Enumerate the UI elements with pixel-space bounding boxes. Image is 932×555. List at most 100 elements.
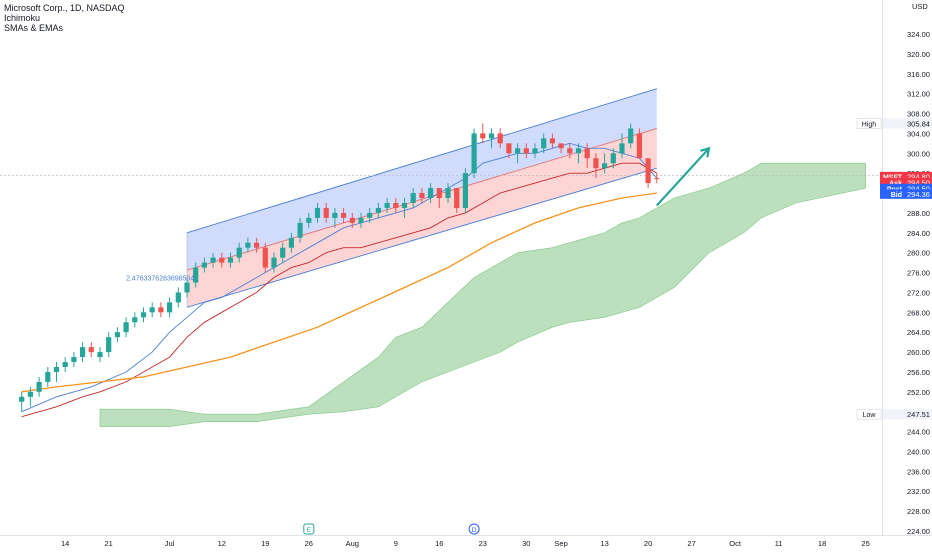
- candle: [332, 207, 338, 228]
- candle-body: [297, 222, 303, 238]
- candle: [184, 277, 190, 298]
- candle-body: [106, 337, 112, 353]
- candle: [271, 252, 277, 273]
- candle-body: [27, 391, 33, 397]
- candle-body: [384, 202, 390, 208]
- candle-body: [254, 242, 260, 248]
- candle: [558, 143, 564, 154]
- price-tag-box: [880, 171, 932, 182]
- y-tick-label: 308.00: [907, 110, 930, 119]
- price-tag-name: Bid: [891, 192, 902, 199]
- price-tag: Low 247.51: [856, 408, 932, 420]
- candle-body: [549, 138, 555, 144]
- y-tick-label: 268.00: [907, 308, 930, 317]
- candle-body: [541, 138, 547, 149]
- event-marker[interactable]: D: [468, 523, 480, 535]
- trend-arrow-head: [700, 146, 711, 158]
- candle-body: [175, 292, 181, 303]
- candle-body: [410, 193, 416, 203]
- x-tick-label: 23: [479, 539, 487, 548]
- candle: [210, 252, 216, 268]
- candle: [36, 376, 42, 397]
- candle: [645, 158, 651, 189]
- price-tag-box: [880, 183, 932, 194]
- candle: [254, 237, 260, 253]
- y-tick-label: 236.00: [907, 467, 930, 476]
- line-sma: [21, 192, 657, 393]
- candle-body: [393, 202, 399, 208]
- candle-body: [36, 381, 42, 392]
- candle: [53, 362, 60, 382]
- price-tag-box: [880, 177, 932, 188]
- candle: [27, 386, 33, 407]
- candle-body: [532, 148, 538, 154]
- candle: [45, 366, 51, 387]
- candle: [602, 153, 608, 174]
- x-tick-label: 18: [818, 539, 826, 548]
- candle: [549, 133, 555, 149]
- channel-top-line: [186, 88, 657, 234]
- price-tag-value: 305.84: [907, 119, 930, 128]
- y-tick-label: 304.00: [907, 129, 930, 138]
- candle: [462, 168, 468, 213]
- candle-body: [506, 143, 512, 154]
- candle: [367, 207, 373, 223]
- x-tick-label: 25: [861, 539, 869, 548]
- y-tick-label: 280.00: [907, 249, 930, 258]
- candle: [619, 133, 625, 159]
- x-tick-label: 30: [522, 539, 530, 548]
- candle-body: [593, 158, 599, 169]
- candle: [384, 198, 390, 213]
- price-tag-label-box: [856, 118, 882, 129]
- candle: [201, 257, 207, 273]
- candle: [506, 143, 512, 159]
- dividend-marker-icon: [468, 523, 480, 535]
- candle: [393, 198, 399, 213]
- price-tag-value: 247.51: [907, 410, 930, 419]
- x-tick-label: 11: [775, 539, 783, 548]
- candle-body: [227, 257, 234, 263]
- candle-body: [184, 282, 190, 293]
- x-tick-label: 16: [435, 539, 443, 548]
- candle: [219, 252, 225, 268]
- trend-arrow: [655, 147, 710, 207]
- event-marker-label: E: [307, 527, 312, 534]
- y-tick-label: 224.00: [907, 527, 930, 536]
- y-tick-label: 288.00: [907, 209, 930, 218]
- price-tag-value: 294.50: [907, 185, 930, 194]
- candle: [341, 207, 347, 223]
- candle-body: [619, 143, 625, 154]
- channel-lower-fill: [187, 128, 657, 308]
- x-tick-label: Jul: [165, 539, 175, 548]
- candle: [297, 217, 303, 243]
- y-tick-label: 240.00: [907, 447, 930, 456]
- candle-body: [53, 366, 60, 372]
- candle: [593, 153, 599, 179]
- x-tick-label: 9: [394, 539, 398, 548]
- candle: [306, 212, 312, 228]
- y-tick-label: 264.00: [907, 328, 930, 337]
- candle-body: [628, 128, 634, 144]
- ichimoku-cloud: [99, 162, 866, 427]
- currency-label: USD: [912, 2, 928, 11]
- y-tick-label: 228.00: [907, 507, 930, 516]
- candle: [541, 133, 547, 154]
- candle: [471, 128, 477, 179]
- candle-body: [262, 247, 268, 268]
- x-tick-label: 13: [600, 539, 608, 548]
- candle: [114, 327, 120, 343]
- event-marker[interactable]: E: [303, 523, 315, 535]
- candle-body: [45, 371, 51, 382]
- candle: [132, 312, 138, 328]
- earnings-marker-icon: [303, 523, 315, 535]
- candle-body: [488, 133, 495, 139]
- y-tick-label: 260.00: [907, 348, 930, 357]
- candle: [428, 183, 434, 203]
- candle: [532, 143, 538, 159]
- candle-body: [158, 307, 164, 313]
- price-tag-value: 294.36: [907, 190, 930, 199]
- price-tag-label-box: [856, 408, 882, 420]
- y-tick-label: 256.00: [907, 368, 930, 377]
